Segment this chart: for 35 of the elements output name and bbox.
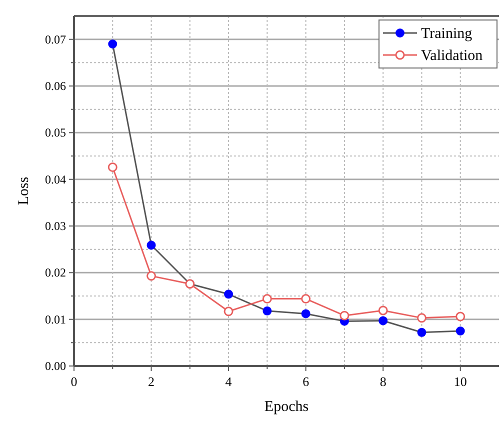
point (417, 328, 426, 337)
point (378, 316, 388, 326)
y-axis-title: Loss (16, 176, 32, 206)
x-tick-label: 2 (148, 374, 155, 389)
x-axis-title: Epochs (264, 399, 309, 415)
point (301, 294, 311, 304)
y-tick-label: 0.07 (45, 32, 66, 46)
legend-label: Validation (421, 48, 484, 64)
point (301, 309, 310, 318)
x-tick-label: 8 (380, 374, 386, 389)
y-tick-label: 0.00 (45, 359, 66, 373)
y-tick-label: 0.03 (45, 219, 66, 233)
point (262, 294, 272, 304)
point (456, 326, 465, 336)
legend-label: Training (421, 26, 473, 42)
x-tick-label: 10 (454, 374, 467, 389)
point (146, 240, 156, 250)
point (224, 306, 234, 316)
x-tick-label: 6 (302, 374, 310, 389)
x-tick-label: 4 (225, 374, 232, 389)
y-tick-label: 0.02 (45, 266, 66, 280)
y-tick-label: 0.06 (45, 79, 66, 93)
point (224, 290, 234, 299)
point (108, 40, 118, 48)
point (456, 312, 466, 322)
point (416, 313, 426, 323)
y-tick-label: 0.05 (45, 126, 66, 140)
point (108, 162, 118, 172)
y-tick-label: 0.01 (45, 312, 66, 326)
point (378, 306, 388, 316)
point (340, 310, 350, 320)
point (262, 306, 272, 316)
y-tick-label: 0.04 (45, 172, 66, 186)
x-tick-label: 0 (70, 374, 78, 389)
point (146, 271, 156, 281)
